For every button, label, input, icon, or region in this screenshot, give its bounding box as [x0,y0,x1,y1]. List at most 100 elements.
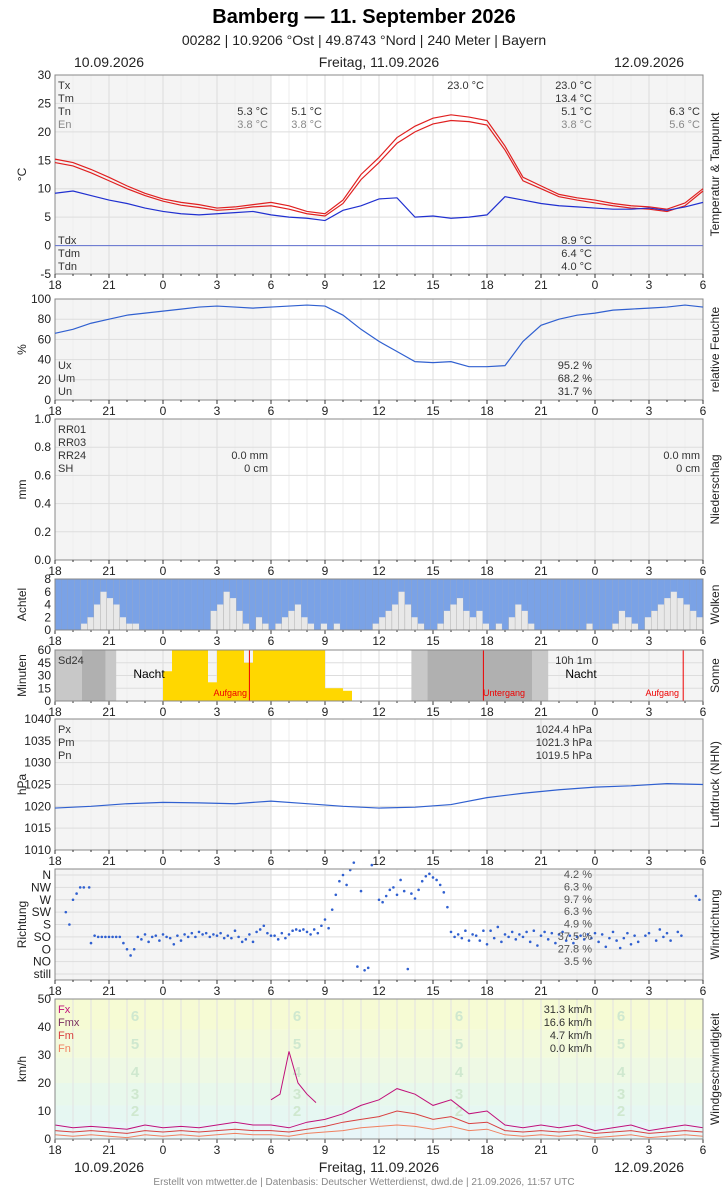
y-tick-label: 8 [44,572,51,586]
direction-point [388,888,392,892]
direction-point [244,938,248,941]
direction-point [122,941,125,945]
sun-bar [262,650,271,701]
cloud-bar [696,579,703,618]
beaufort-label: 4 [455,1064,464,1081]
y-axis-label: °C [15,167,29,181]
x-tick-label: 6 [268,854,275,868]
y-axis-label: Minuten [15,654,29,697]
cloud-bar [534,579,541,630]
cloud-bar [139,579,146,630]
direction-point [222,936,226,940]
date-center-bottom: Freitag, 11.09.2026 [318,1159,440,1175]
x-tick-label: 15 [426,278,440,292]
direction-point [539,934,543,937]
direction-point [165,935,168,939]
stat-value: 8.9 °C [561,235,592,247]
direction-point [93,934,96,937]
direction-point [201,933,204,936]
stat-label: Sd24 [58,655,84,667]
direction-point [68,923,71,926]
series-line-Fx [54,1088,704,1132]
stat-value: 1019.5 hPa [536,750,593,762]
x-tick-label: 9 [322,854,329,868]
sun-bar [307,650,316,701]
y-tick-label: SW [32,905,52,919]
date-left-top: 10.09.2026 [74,54,145,70]
direction-point [460,936,464,940]
cloud-bar [515,579,522,605]
x-tick-label: 3 [214,854,221,868]
sun-bar [253,650,262,701]
cloud-bar [528,579,535,624]
cloud-bar [255,579,263,618]
direction-point [395,893,399,897]
sun-bar [163,671,172,701]
night-band [82,650,106,701]
stat-label: Pm [58,737,75,749]
direction-point [662,935,665,939]
cloud-bar [275,579,282,624]
direction-point [330,908,334,911]
stat-value: 0.0 km/h [550,1043,592,1055]
direction-point [377,898,381,902]
x-tick-label: 21 [102,404,116,418]
cloud-bar [618,579,626,611]
x-tick-label: 18 [480,404,494,418]
cloud-bar [385,579,392,611]
plot-border [54,998,704,1140]
cloud-bar [664,579,671,599]
panel-temp: -5 0 5 10 15 20 25 30 18 21 0 3 6 9 12 15 18 21 0 3 6 Tx 23.0 … [38,68,707,292]
beaufort-label: 3 [455,1086,463,1103]
direction-point [669,939,672,942]
direction-point [132,947,136,951]
cloud-bar [508,579,516,618]
cloud-bar [677,579,684,599]
direction-point [186,935,190,939]
x-tick-label: 3 [214,564,221,578]
direction-point [546,938,550,941]
x-tick-label: 6 [700,634,707,648]
direction-point [406,967,410,971]
cloud-bar [502,579,509,630]
cloud-bar [495,579,503,624]
x-tick-label: 12 [372,564,386,578]
direction-point [125,947,129,951]
cloud-bar [307,579,315,624]
direction-point [694,894,698,898]
direction-point [489,929,492,932]
direction-point [100,935,104,939]
direction-point [413,897,417,900]
direction-point [190,931,194,935]
direction-point [305,930,309,934]
cloud-bar [165,579,172,630]
y-tick-label: S [43,918,51,932]
beaufort-label: 6 [455,1008,463,1025]
stat-label: Pn [58,750,71,762]
direction-point [258,928,262,931]
x-tick-label: 6 [700,705,707,719]
direction-point [456,933,460,936]
night-label: Nacht [565,667,597,681]
y-tick-label: 1020 [24,799,51,813]
x-tick-label: 6 [700,278,707,292]
y-tick-label: 4 [44,598,51,612]
direction-point [273,934,276,937]
direction-point [255,930,258,934]
cloud-bar [288,579,295,611]
y-tick-label: NW [31,880,52,894]
cloud-bar [178,579,185,630]
direction-point [586,933,590,936]
y-tick-label: 0 [44,393,51,407]
stat-value: 5.3 °C [237,106,268,118]
direction-point [248,933,251,936]
x-tick-label: 9 [322,984,329,998]
sun-bar [181,650,190,701]
y-tick-label: -5 [40,267,51,281]
direction-point [561,930,564,934]
direction-share: 4.2 % [564,869,592,881]
x-tick-label: 15 [426,854,440,868]
credit-line: Erstellt von mtwetter.de | Datenbasis: D… [153,1177,575,1188]
stat-value: 23.0 °C [447,80,484,92]
direction-point [363,968,366,972]
